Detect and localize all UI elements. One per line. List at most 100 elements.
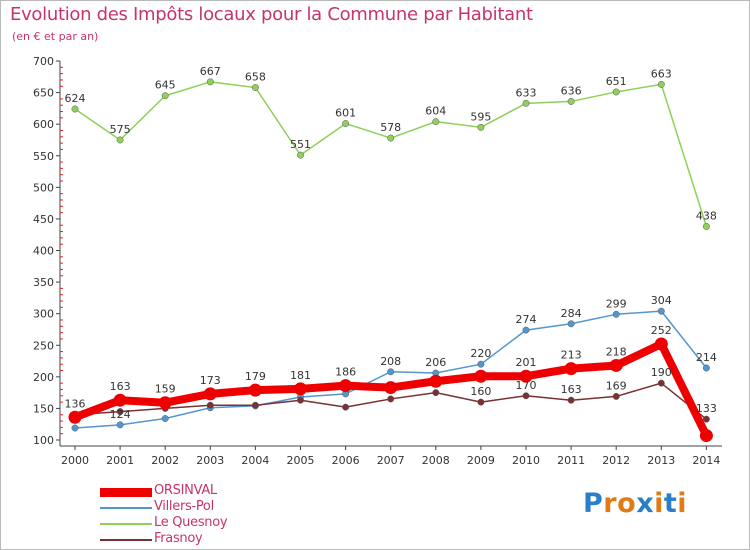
data-point-villers-pol — [387, 368, 395, 376]
data-point-frasnoy — [477, 398, 485, 406]
x-tick-label: 2007 — [377, 454, 405, 467]
data-point-villers-pol — [116, 421, 124, 429]
legend-swatch — [100, 539, 152, 541]
data-label-le-quesnoy: 438 — [696, 209, 717, 222]
data-point-le-quesnoy — [657, 80, 665, 88]
data-point-frasnoy — [342, 403, 350, 411]
chart-subtitle: (en € et par an) — [12, 30, 99, 43]
logo-letter: x — [636, 488, 655, 519]
data-label-orsinval: 181 — [290, 369, 311, 382]
logo-letter: t — [663, 488, 678, 519]
data-label-orsinval: 213 — [561, 349, 582, 362]
data-point-villers-pol — [567, 320, 575, 328]
y-tick-label: 200 — [33, 371, 54, 384]
y-tick-label: 600 — [33, 118, 54, 131]
data-label-le-quesnoy: 551 — [290, 138, 311, 151]
legend-swatch — [100, 523, 152, 525]
data-point-orsinval — [429, 374, 443, 388]
data-label-le-quesnoy: 633 — [516, 86, 537, 99]
data-label-villers-pol: 299 — [606, 297, 627, 310]
legend-swatch — [100, 507, 152, 509]
data-point-orsinval — [113, 393, 127, 407]
data-label-villers-pol: 304 — [651, 294, 672, 307]
data-label-orsinval: 201 — [516, 356, 537, 369]
chart-axes: 100 150 200 250 300 350 400 450 500 550 600 650 700 2… — [33, 55, 722, 467]
data-point-orsinval — [609, 358, 623, 372]
y-tick-label: 300 — [33, 308, 54, 321]
y-tick-label: 550 — [33, 150, 54, 163]
y-tick-label: 100 — [33, 434, 54, 447]
data-label-villers-pol: 124 — [110, 408, 131, 421]
chart-title: Evolution des Impôts locaux pour la Comm… — [10, 4, 533, 25]
data-point-le-quesnoy — [612, 88, 620, 96]
data-label-orsinval: 163 — [110, 380, 131, 393]
data-point-villers-pol — [161, 415, 169, 422]
data-label-le-quesnoy: 601 — [335, 107, 356, 120]
data-point-le-quesnoy — [116, 136, 124, 144]
x-tick-label: 2008 — [422, 454, 450, 467]
data-point-villers-pol — [702, 364, 710, 372]
x-tick-label: 2004 — [241, 454, 269, 467]
x-tick-label: 2001 — [106, 454, 134, 467]
data-point-orsinval — [519, 369, 533, 383]
y-tick-label: 150 — [33, 402, 54, 415]
data-label-le-quesnoy: 645 — [155, 79, 176, 92]
data-label-villers-pol: 284 — [561, 307, 582, 320]
data-point-orsinval — [248, 383, 262, 397]
logo-letter: P — [583, 488, 604, 519]
data-label-orsinval: 136 — [65, 397, 86, 410]
y-tick-label: 400 — [33, 245, 54, 258]
data-point-le-quesnoy — [702, 223, 710, 230]
x-tick-label: 2005 — [287, 454, 315, 467]
data-label-orsinval: 218 — [606, 345, 627, 358]
data-label-frasnoy: 190 — [651, 366, 672, 379]
data-label-le-quesnoy: 651 — [606, 75, 627, 88]
data-label-le-quesnoy: 595 — [470, 110, 491, 123]
data-point-le-quesnoy — [432, 118, 440, 126]
data-point-villers-pol — [71, 424, 79, 432]
x-tick-label: 2009 — [467, 454, 495, 467]
logo-letter: i — [677, 488, 688, 519]
legend-label: ORSINVAL — [154, 483, 217, 498]
data-point-orsinval — [339, 379, 353, 393]
data-label-le-quesnoy: 663 — [651, 67, 672, 80]
data-point-le-quesnoy — [161, 92, 169, 100]
data-point-frasnoy — [522, 392, 530, 400]
data-point-frasnoy — [432, 389, 440, 397]
data-label-frasnoy: 160 — [470, 385, 491, 398]
data-label-villers-pol: 214 — [696, 351, 717, 364]
data-point-orsinval — [384, 381, 398, 395]
series-line-le-quesnoy — [74, 81, 708, 228]
data-point-le-quesnoy — [71, 105, 79, 113]
data-label-villers-pol: 274 — [516, 313, 537, 326]
data-point-frasnoy — [567, 396, 575, 404]
y-tick-label: 250 — [33, 339, 54, 352]
data-label-orsinval: 179 — [245, 370, 266, 383]
data-point-le-quesnoy — [567, 97, 575, 105]
legend-label: Frasnoy — [154, 531, 203, 546]
data-point-orsinval — [294, 382, 307, 396]
data-point-frasnoy — [387, 395, 395, 403]
data-point-frasnoy — [206, 401, 214, 409]
data-point-le-quesnoy — [522, 99, 530, 107]
data-point-orsinval — [654, 337, 668, 351]
data-point-orsinval — [158, 396, 172, 410]
legend-swatch — [100, 487, 152, 497]
proxiti-logo: Proxiti — [583, 488, 687, 519]
data-point-le-quesnoy — [251, 84, 259, 91]
x-tick-label: 2006 — [332, 454, 360, 467]
data-label-orsinval: 186 — [335, 366, 356, 379]
x-tick-label: 2002 — [151, 454, 179, 467]
y-tick-label: 350 — [33, 276, 54, 289]
logo-letter: r — [603, 488, 618, 519]
data-label-frasnoy: 133 — [696, 402, 717, 415]
data-point-villers-pol — [612, 310, 620, 318]
data-point-le-quesnoy — [342, 120, 350, 127]
data-point-le-quesnoy — [297, 151, 304, 159]
x-tick-label: 2013 — [647, 454, 675, 467]
data-point-frasnoy — [702, 415, 710, 423]
data-label-le-quesnoy: 575 — [110, 123, 131, 136]
x-tick-label: 2011 — [557, 454, 585, 467]
x-tick-label: 2003 — [196, 454, 224, 467]
